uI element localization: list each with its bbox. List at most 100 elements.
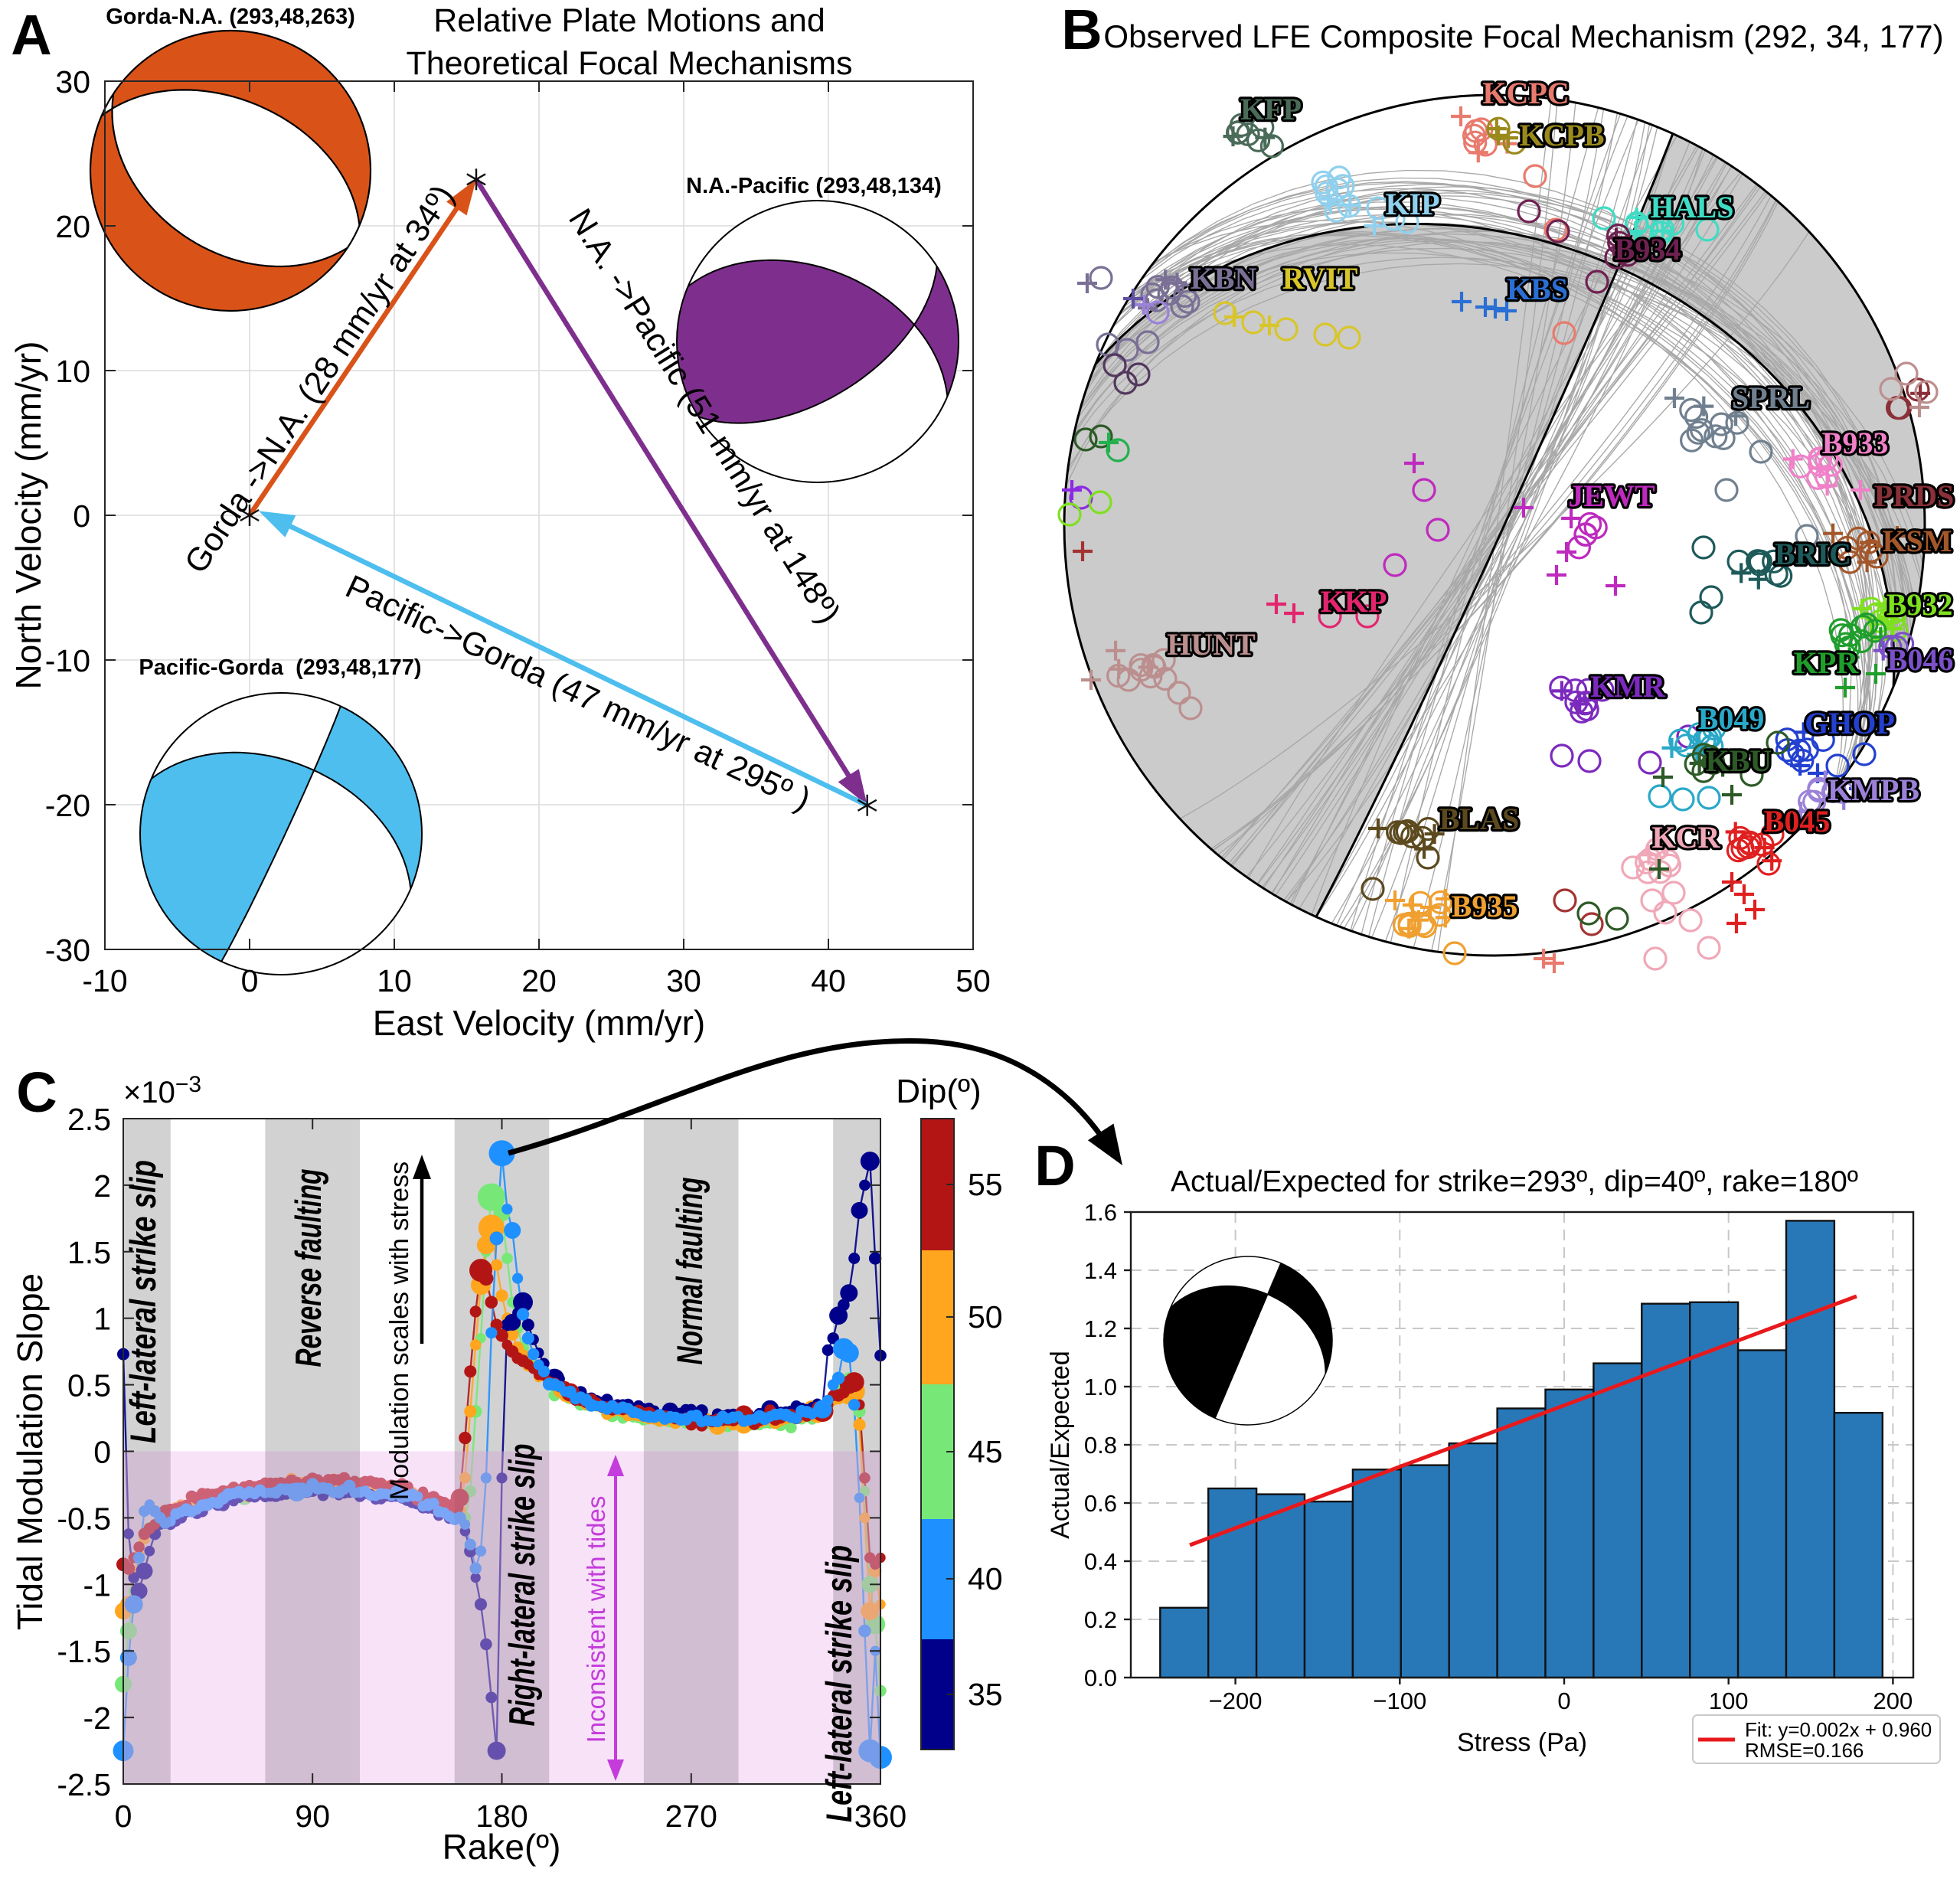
svg-text:Tidal Modulation Slope: Tidal Modulation Slope [10,1273,50,1630]
svg-text:KBN: KBN [1191,261,1257,296]
svg-text:10: 10 [55,354,90,389]
svg-text:90: 90 [295,1799,330,1834]
svg-text:2: 2 [93,1168,111,1204]
svg-text:A: A [11,3,51,67]
svg-text:B932: B932 [1886,587,1953,622]
svg-text:Fit: y=0.002x + 0.960: Fit: y=0.002x + 0.960 [1745,1718,1932,1741]
svg-text:-10: -10 [45,643,90,678]
svg-text:-1.5: -1.5 [57,1634,111,1669]
svg-text:0.8: 0.8 [1084,1432,1117,1459]
svg-text:Rake(º): Rake(º) [443,1827,561,1867]
svg-text:360: 360 [854,1799,906,1834]
svg-text:-10: -10 [82,963,127,998]
svg-text:JEWT: JEWT [1568,479,1655,513]
svg-text:50: 50 [968,1299,1003,1335]
svg-text:KPR: KPR [1794,645,1860,680]
svg-text:KMPB: KMPB [1828,773,1919,807]
svg-text:KKP: KKP [1321,584,1387,619]
svg-text:0.0: 0.0 [1084,1665,1117,1691]
svg-text:B046: B046 [1887,642,1954,677]
svg-text:−100: −100 [1373,1688,1426,1714]
svg-text:Right-lateral strike slip: Right-lateral strike slip [501,1444,542,1727]
svg-text:0: 0 [1557,1688,1570,1714]
svg-text:30: 30 [55,64,90,100]
svg-text:180: 180 [475,1799,528,1834]
svg-text:40: 40 [811,963,846,998]
svg-text:KFP: KFP [1240,92,1302,126]
svg-text:East Velocity (mm/yr): East Velocity (mm/yr) [373,1003,706,1043]
svg-text:Left-lateral strike slip: Left-lateral strike slip [818,1545,859,1822]
svg-text:0: 0 [73,498,90,534]
svg-text:-2.5: -2.5 [57,1767,111,1802]
svg-text:KBU: KBU [1706,743,1772,778]
svg-text:Normal faulting: Normal faulting [669,1178,710,1365]
svg-text:BRIC: BRIC [1775,537,1851,571]
svg-text:D: D [1034,1134,1075,1197]
svg-text:0: 0 [93,1435,111,1470]
svg-text:55: 55 [968,1167,1003,1202]
svg-text:Stress (Pa): Stress (Pa) [1457,1728,1587,1757]
svg-text:Reverse faulting: Reverse faulting [288,1169,328,1367]
svg-text:−200: −200 [1209,1688,1263,1714]
svg-text:North Velocity (mm/yr): North Velocity (mm/yr) [8,341,48,690]
svg-text:KMR: KMR [1590,669,1666,704]
svg-text:Theoretical Focal Mechanisms: Theoretical Focal Mechanisms [406,45,852,82]
svg-text:200: 200 [1873,1688,1913,1714]
svg-text:Inconsistent with tides: Inconsistent with tides [582,1496,610,1743]
svg-text:B935: B935 [1452,889,1518,923]
svg-text:KCPC: KCPC [1482,76,1569,110]
svg-text:KCPB: KCPB [1519,118,1604,152]
svg-text:0.4: 0.4 [1084,1548,1117,1575]
svg-text:GHOP: GHOP [1805,706,1895,740]
svg-text:1.6: 1.6 [1084,1199,1117,1226]
svg-text:RMSE=0.166: RMSE=0.166 [1745,1739,1864,1762]
svg-text:KSM: KSM [1882,524,1952,558]
svg-text:1.5: 1.5 [67,1235,111,1270]
svg-text:KCR: KCR [1652,820,1721,854]
svg-text:Actual/Expected: Actual/Expected [1046,1351,1075,1539]
svg-text:C: C [16,1060,57,1124]
svg-text:0: 0 [241,963,259,998]
svg-text:Dip(º): Dip(º) [896,1073,981,1110]
svg-text:1.0: 1.0 [1084,1374,1117,1400]
svg-text:0.2: 0.2 [1084,1606,1117,1633]
svg-text:B933: B933 [1822,426,1889,460]
svg-text:SPRL: SPRL [1732,381,1810,415]
svg-text:KBS: KBS [1507,272,1568,306]
svg-text:2.5: 2.5 [67,1102,111,1137]
svg-text:0.5: 0.5 [67,1368,111,1403]
svg-text:B049: B049 [1698,701,1765,736]
svg-text:Actual/Expected for strike=293: Actual/Expected for strike=293º, dip=40º… [1171,1165,1858,1198]
svg-text:Observed LFE Composite Focal M: Observed LFE Composite Focal Mechanism (… [1103,18,1943,54]
svg-text:10: 10 [377,963,412,998]
svg-text:1.4: 1.4 [1084,1257,1117,1284]
svg-text:BLAS: BLAS [1439,802,1520,836]
svg-text:Relative Plate Motions and: Relative Plate Motions and [433,2,825,39]
svg-text:-2: -2 [83,1701,111,1736]
svg-text:35: 35 [968,1677,1003,1712]
svg-text:B: B [1061,0,1102,61]
svg-text:-0.5: -0.5 [57,1501,111,1536]
svg-text:1.2: 1.2 [1084,1315,1117,1342]
svg-text:0: 0 [115,1799,132,1834]
svg-text:30: 30 [666,963,701,998]
svg-text:270: 270 [665,1799,717,1834]
svg-text:RVIT: RVIT [1282,261,1358,296]
svg-text:N.A.-Pacific (293,48,134): N.A.-Pacific (293,48,134) [686,174,942,198]
svg-text:HALS: HALS [1651,190,1734,224]
svg-text:100: 100 [1709,1688,1749,1714]
svg-text:0.6: 0.6 [1084,1490,1117,1517]
svg-text:-20: -20 [45,788,90,823]
svg-text:50: 50 [956,963,991,998]
svg-text:1: 1 [93,1302,111,1337]
svg-text:PRDS: PRDS [1874,479,1954,513]
svg-text:20: 20 [55,209,90,244]
svg-text:B934: B934 [1615,232,1681,266]
svg-text:B045: B045 [1764,804,1831,838]
svg-text:Left-lateral strike slip: Left-lateral strike slip [122,1160,163,1443]
svg-text:Modulation scales with stress: Modulation scales with stress [385,1162,414,1500]
svg-text:40: 40 [968,1561,1003,1596]
svg-text:Gorda-N.A. (293,48,263): Gorda-N.A. (293,48,263) [106,5,355,29]
svg-text:45: 45 [968,1434,1003,1469]
svg-text:20: 20 [521,963,557,998]
